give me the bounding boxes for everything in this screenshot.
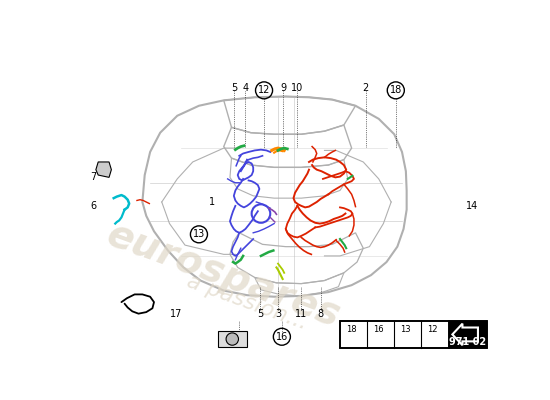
Text: 18: 18 bbox=[346, 325, 357, 334]
Text: 16: 16 bbox=[276, 332, 288, 342]
Text: 14: 14 bbox=[466, 201, 478, 211]
Text: 7: 7 bbox=[90, 172, 97, 182]
Text: 11: 11 bbox=[295, 310, 307, 320]
Text: 3: 3 bbox=[275, 310, 281, 320]
Bar bbox=[448, 321, 487, 348]
Text: a passion...: a passion... bbox=[184, 271, 310, 333]
Text: 12: 12 bbox=[258, 85, 270, 95]
Text: 13: 13 bbox=[193, 229, 205, 239]
Text: 2: 2 bbox=[362, 83, 368, 93]
Text: 8: 8 bbox=[317, 310, 324, 320]
Text: 6: 6 bbox=[91, 201, 97, 211]
Text: 5: 5 bbox=[230, 83, 237, 93]
Text: 10: 10 bbox=[292, 83, 304, 93]
Bar bbox=[340, 321, 487, 348]
Circle shape bbox=[226, 333, 239, 345]
Text: 9: 9 bbox=[280, 83, 287, 93]
Bar bbox=[218, 331, 247, 347]
Text: 18: 18 bbox=[389, 85, 402, 95]
Text: 5: 5 bbox=[257, 310, 263, 320]
Text: 16: 16 bbox=[373, 325, 384, 334]
Text: 12: 12 bbox=[427, 325, 438, 334]
Bar bbox=[340, 321, 448, 348]
Text: 15: 15 bbox=[233, 332, 245, 342]
Polygon shape bbox=[96, 162, 111, 177]
Text: 971 02: 971 02 bbox=[449, 337, 486, 347]
Text: 17: 17 bbox=[169, 310, 182, 320]
Text: 13: 13 bbox=[400, 325, 411, 334]
Text: 4: 4 bbox=[243, 83, 249, 93]
Text: 1: 1 bbox=[209, 197, 215, 207]
Text: eurospares: eurospares bbox=[102, 215, 346, 335]
